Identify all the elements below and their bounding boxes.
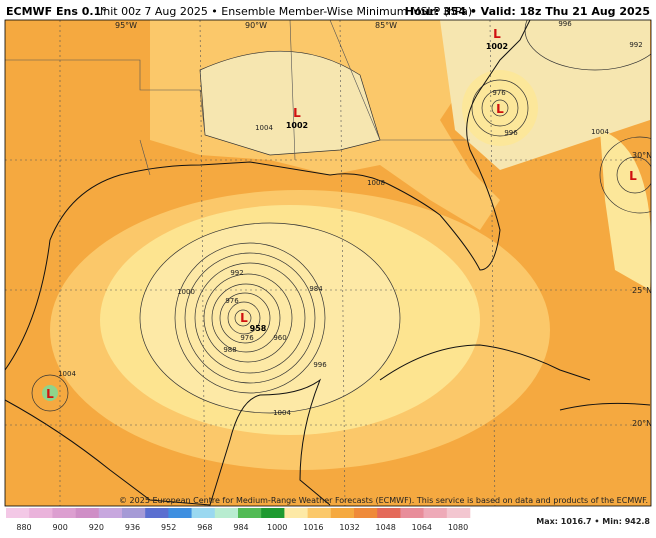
- low-symbol: L: [629, 169, 637, 183]
- low-value: 1002: [486, 42, 508, 51]
- colorbar-segment: [145, 508, 169, 518]
- colorbar-segment: [191, 508, 216, 518]
- contour-label: 996: [558, 20, 572, 28]
- colorbar-segment: [446, 508, 471, 518]
- colorbar-segment: [168, 508, 192, 518]
- colorbar-tick-label: 900: [53, 523, 68, 532]
- longitude-label: 90°W: [245, 21, 267, 30]
- contour-label: 996: [313, 361, 327, 369]
- low-symbol: L: [496, 102, 504, 116]
- contour-label: 992: [629, 41, 642, 49]
- latitude-label: 30°N: [632, 151, 652, 160]
- contour-label: 984: [309, 285, 323, 293]
- contour-label: 1008: [367, 179, 385, 187]
- contour-label: 1004: [255, 124, 273, 132]
- low-symbol: L: [293, 106, 301, 120]
- contour-label: 960: [273, 334, 286, 342]
- contour-label: 1000: [177, 288, 195, 296]
- colorbar-segment: [122, 508, 146, 518]
- low-symbol: L: [493, 27, 501, 41]
- contour-label: 1004: [591, 128, 609, 136]
- colorbar-segment: [330, 508, 355, 518]
- valid: Hour: 354 • Valid: 18z Thu 21 Aug 2025: [405, 5, 650, 18]
- colorbar-segment: [400, 508, 424, 518]
- colorbar-tick-label: 1048: [375, 523, 395, 532]
- latitude-label: 25°N: [632, 286, 652, 295]
- contour-label: 976: [240, 334, 254, 342]
- hurricane-rings: [174, 242, 326, 394]
- credit: © 2025 European Centre for Medium-Range …: [119, 496, 648, 505]
- run: Init 00z 7 Aug 2025 • Ensemble Member-Wi…: [100, 5, 472, 18]
- low-symbol: L: [46, 387, 54, 401]
- colorbar-tick-label: 1032: [339, 523, 359, 532]
- colorbar-segment: [75, 508, 100, 518]
- colorbar-segment: [423, 508, 448, 518]
- colorbar-segment: [52, 508, 76, 518]
- low-value: 958: [250, 324, 267, 333]
- map: 95°W 90°W 85°W 30°N 25°N 20°N L 1002 L 1…: [4, 13, 652, 507]
- colorbar-segment: [214, 508, 239, 518]
- colorbar-tick-label: 880: [16, 523, 31, 532]
- contour-label: 984: [578, 13, 592, 21]
- low-symbol: L: [240, 311, 248, 325]
- contour-label: 976: [492, 89, 506, 97]
- colorbar-segment: [29, 508, 53, 518]
- colorbar-segment: [354, 508, 378, 518]
- colorbar-tick-label: 936: [125, 523, 140, 532]
- contour-label: 1004: [273, 409, 291, 417]
- colorbar-segment: [238, 508, 262, 518]
- low-value: 1002: [286, 121, 308, 130]
- colorbar-tick-label: 920: [89, 523, 104, 532]
- colorbar-tick-label: 1000: [267, 523, 287, 532]
- contour-label: 996: [504, 129, 518, 137]
- stats: Max: 1016.7 • Min: 942.8: [536, 517, 650, 526]
- colorbar-segment: [98, 508, 123, 518]
- longitude-label: 95°W: [115, 21, 137, 30]
- colorbar-segment: [261, 508, 285, 518]
- colorbar-tick-label: 1080: [448, 523, 468, 532]
- colorbar-tick-label: 1064: [412, 523, 432, 532]
- contour-label: 988: [223, 346, 236, 354]
- colorbar-segment: [307, 508, 332, 518]
- colorbar-segment: [377, 508, 401, 518]
- contour-labels: 1004 1008 1000 992 984 976 988 976 960 9…: [58, 13, 643, 417]
- colorbar-tick-label: 1016: [303, 523, 323, 532]
- contour-label: 1004: [58, 370, 76, 378]
- contour-label: 976: [225, 297, 239, 305]
- colorbar-tick-label: 952: [161, 523, 176, 532]
- colorbar-segment: [284, 508, 308, 518]
- latitude-label: 20°N: [632, 419, 652, 428]
- colorbar: 880 900 920 936 952 968 984 1000 1016 1032 1048 106…: [6, 508, 471, 532]
- colorbar-tick-label: 968: [197, 523, 212, 532]
- colorbar-segment: [6, 508, 30, 518]
- colorbar-tick-label: 984: [233, 523, 248, 532]
- contour-label: 992: [230, 269, 243, 277]
- longitude-label: 85°W: [375, 21, 397, 30]
- model: ECMWF Ens 0.1°: [6, 5, 107, 18]
